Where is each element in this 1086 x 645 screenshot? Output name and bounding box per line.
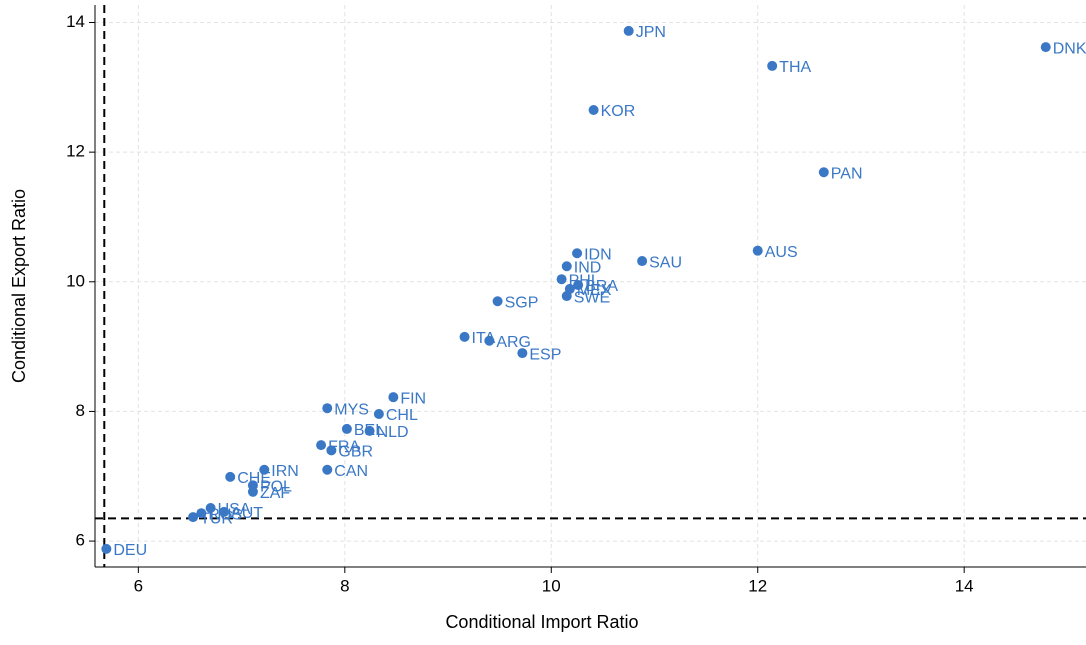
- point: [326, 445, 337, 456]
- point-label: JPN: [636, 24, 666, 41]
- point: [573, 280, 584, 291]
- point-label: NLD: [377, 424, 409, 441]
- point: [316, 440, 327, 451]
- point: [484, 335, 495, 346]
- point: [247, 486, 258, 497]
- point-label: THA: [779, 59, 811, 76]
- x-tick-label: 6: [134, 576, 143, 595]
- point: [205, 503, 216, 514]
- point: [1040, 42, 1051, 53]
- point-label: AUS: [765, 244, 798, 261]
- point-label: FIN: [400, 390, 426, 407]
- point-label: ZAF: [260, 485, 290, 502]
- y-tick-label: 12: [66, 142, 85, 161]
- point: [373, 409, 384, 420]
- point: [196, 508, 207, 519]
- point-label: MYS: [334, 401, 369, 418]
- point-label: ARG: [496, 334, 531, 351]
- point-label: IND: [574, 259, 602, 276]
- point-label: SGP: [505, 294, 539, 311]
- point: [388, 392, 399, 403]
- x-tick-label: 10: [542, 576, 561, 595]
- point: [188, 512, 199, 523]
- y-axis-title: Conditional Export Ratio: [9, 189, 29, 383]
- point-label: DNK: [1053, 40, 1086, 57]
- point-label: KOR: [601, 103, 636, 120]
- point: [556, 274, 567, 285]
- y-tick-label: 6: [76, 531, 85, 550]
- point: [767, 60, 778, 71]
- point-label: PAN: [831, 165, 863, 182]
- point-label: MEX: [577, 282, 612, 299]
- point: [561, 291, 572, 302]
- point-label: IDN: [584, 246, 612, 263]
- point-label: BRA: [585, 278, 618, 295]
- point: [561, 261, 572, 272]
- point-label: GBR: [338, 444, 373, 461]
- point-label: CHE: [237, 470, 271, 487]
- point-label: TUR: [200, 510, 233, 527]
- point-label: ESP: [529, 346, 561, 363]
- point: [572, 248, 583, 259]
- point: [364, 425, 375, 436]
- point: [492, 296, 503, 307]
- point: [259, 464, 270, 475]
- point: [752, 245, 763, 256]
- point: [322, 403, 333, 414]
- point-label: IRN: [271, 463, 299, 480]
- point: [225, 471, 236, 482]
- point: [101, 543, 112, 554]
- point-label: POL: [260, 479, 292, 496]
- point: [341, 423, 352, 434]
- point: [322, 464, 333, 475]
- x-tick-label: 14: [955, 576, 974, 595]
- point-label: AUT: [231, 505, 263, 522]
- point: [637, 256, 648, 267]
- point: [459, 331, 470, 342]
- point: [623, 25, 634, 36]
- point: [818, 167, 829, 178]
- point-label: CHL: [386, 407, 418, 424]
- point-label: SWE: [574, 289, 610, 306]
- point: [517, 348, 528, 359]
- point-label: DEU: [113, 542, 147, 559]
- point: [588, 105, 599, 116]
- y-tick-label: 14: [66, 12, 85, 31]
- y-tick-label: 10: [66, 271, 85, 290]
- point-label: CAN: [334, 463, 368, 480]
- point: [219, 506, 230, 517]
- x-tick-label: 12: [748, 576, 767, 595]
- y-tick-label: 8: [76, 401, 85, 420]
- point-label: RUS: [208, 506, 242, 523]
- x-tick-label: 8: [340, 576, 349, 595]
- x-axis-title: Conditional Import Ratio: [445, 612, 638, 632]
- point-label: SAU: [649, 254, 682, 271]
